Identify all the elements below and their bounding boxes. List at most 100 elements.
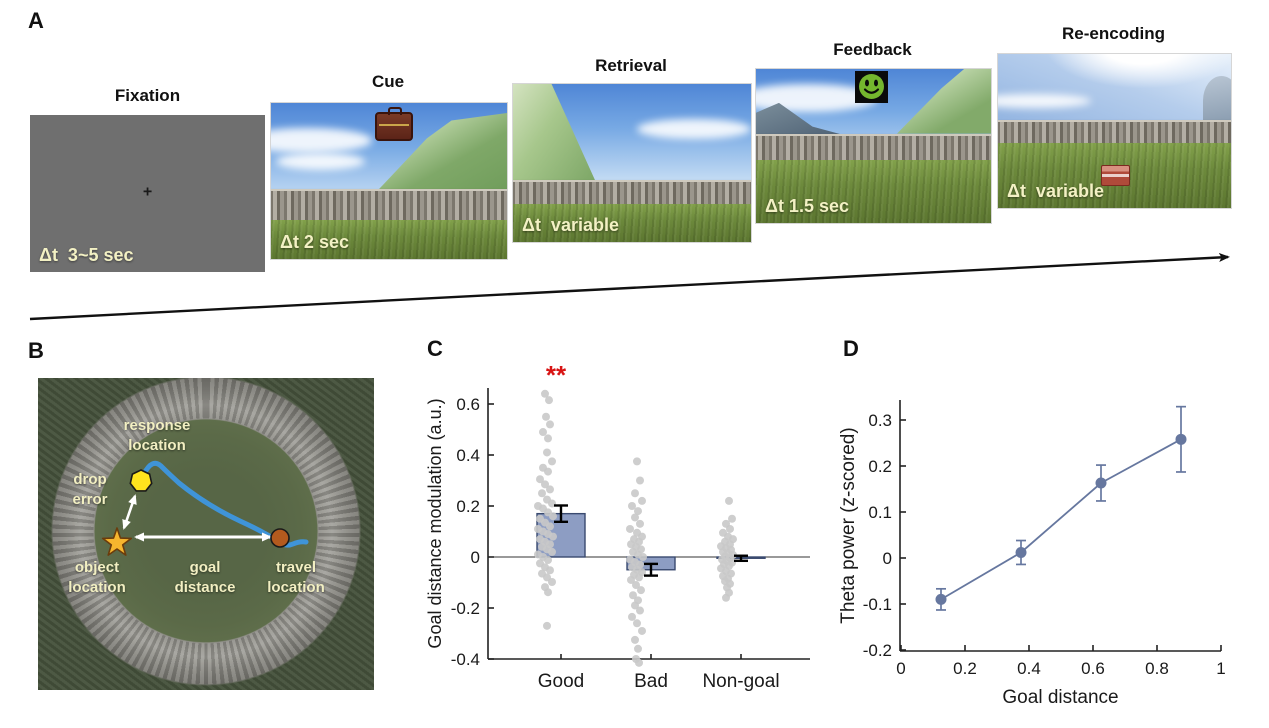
goal-distance-label: goal distance: [175, 558, 236, 598]
y-axis-title: Theta power (z-scored): [838, 427, 859, 623]
cloud-shape: [275, 152, 366, 171]
y-tick-label: 0.3: [868, 411, 892, 430]
label-line: object: [74, 559, 120, 576]
subject-point: [541, 480, 549, 489]
line-chart-theta-power: -0.2 -0.1 0 0.1 0.2 0.3 0 0.2 0.4 0.6 0.8 1 Goal dis…: [838, 400, 1226, 708]
label-line: goal: [189, 559, 221, 576]
data-point: [935, 593, 947, 605]
subject-point: [631, 489, 639, 498]
stage-scene-cue: Δt 2 sec: [270, 102, 508, 260]
sky-layer: [998, 54, 1231, 131]
subject-point: [546, 420, 554, 429]
stage-title-retrieval: Retrieval: [595, 56, 667, 75]
subject-point: [544, 467, 552, 476]
label-line: location: [267, 579, 325, 596]
drop-error-arrow: [122, 494, 137, 530]
travel-path-line: [141, 460, 309, 548]
grass-layer: [513, 204, 751, 242]
x-axis-title: Goal distance: [1002, 687, 1118, 708]
stone-wall-layer: [756, 133, 991, 165]
subject-point: [638, 496, 646, 505]
subject-point: [631, 601, 639, 610]
subject-point: [634, 644, 642, 653]
significance-stars: **: [546, 360, 567, 390]
subject-point: [728, 514, 736, 523]
stone-wall-layer: [271, 188, 507, 224]
y-tick-label: 0.4: [456, 446, 480, 465]
label-line: distance: [174, 579, 236, 596]
subject-point: [628, 502, 636, 510]
x-tick-label: 0: [896, 659, 905, 678]
arena-annotations: [101, 460, 309, 556]
y-tick-label: 0.1: [868, 503, 892, 522]
response-location-label: response location: [124, 416, 191, 456]
subject-point: [635, 658, 643, 667]
y-tick-label: 0: [471, 548, 480, 567]
label-line: response: [123, 417, 191, 434]
object-location-marker: [101, 527, 133, 556]
subject-point: [631, 635, 639, 644]
y-tick-label: 0.2: [456, 497, 480, 516]
stage-title-fixation: Fixation: [114, 86, 181, 105]
travel-location-marker: [270, 528, 290, 548]
subject-point: [639, 553, 647, 561]
subject-point: [548, 577, 556, 586]
subject-point: [546, 522, 554, 531]
y-tick-label: -0.1: [863, 595, 892, 614]
stage-title-feedback: Feedback: [833, 40, 912, 59]
subject-point: [722, 593, 730, 602]
subject-point: [541, 389, 549, 398]
y-tick-label: -0.2: [863, 641, 892, 660]
response-location-marker: [129, 469, 153, 492]
subject-point: [546, 566, 554, 575]
subject-point: [545, 396, 553, 405]
subject-point: [539, 428, 547, 437]
stage-title-cue: Cue: [371, 72, 405, 91]
category-label-non-goal: Non-goal: [702, 671, 779, 692]
stone-wall-layer: [513, 180, 751, 208]
subject-point: [635, 573, 643, 582]
y-tick-label: 0.6: [456, 395, 480, 414]
subject-point: [542, 412, 550, 421]
subject-point: [636, 606, 644, 615]
bar-chart-goal-distance-modulation: -0.4 -0.2 0 0.2 0.4 0.6 Good Bad Non-goal ** Goal …: [425, 360, 810, 692]
stage-scene-reencoding: Δt variable: [997, 53, 1232, 209]
fixation-cross: +: [142, 183, 153, 201]
label-line: location: [128, 437, 186, 454]
subject-point: [636, 519, 644, 528]
panel-c-letter: C: [427, 336, 443, 361]
grass-layer: [756, 159, 991, 223]
subject-point: [629, 591, 637, 600]
subject-point: [726, 524, 734, 533]
stage-title-reencoding: Re-encoding: [1062, 24, 1165, 43]
drop-error-label: drop error: [72, 470, 107, 510]
panel-a-letter: A: [28, 8, 44, 33]
smiley-feedback-icon: [854, 70, 888, 103]
briefcase-icon: [374, 107, 413, 142]
y-tick-label: -0.4: [451, 650, 480, 669]
data-point: [1175, 433, 1187, 445]
subject-point: [636, 476, 644, 485]
subject-point: [632, 581, 640, 590]
data-point: [1095, 477, 1107, 489]
travel-location-label: travel location: [267, 558, 325, 598]
cloud-shape: [271, 127, 373, 153]
theta-power-line: [940, 438, 1182, 601]
stage-scene-fixation: + Δt 3~5 sec: [30, 115, 265, 272]
subject-point: [538, 489, 546, 498]
subject-point: [548, 457, 556, 466]
cloud-shape: [636, 118, 751, 140]
category-label-good: Good: [538, 671, 584, 692]
y-tick-label: 0: [883, 549, 892, 568]
subject-point: [637, 586, 645, 595]
label-line: error: [72, 491, 108, 508]
stage-scene-retrieval: Δt variable: [512, 83, 752, 243]
subject-point: [543, 448, 551, 457]
grass-layer: [271, 220, 507, 259]
x-tick-label: 0.2: [953, 659, 977, 678]
subject-point: [544, 556, 552, 565]
y-tick-label: 0.2: [868, 457, 892, 476]
x-tick-label: 0.6: [1081, 659, 1105, 678]
subject-point: [544, 434, 552, 443]
